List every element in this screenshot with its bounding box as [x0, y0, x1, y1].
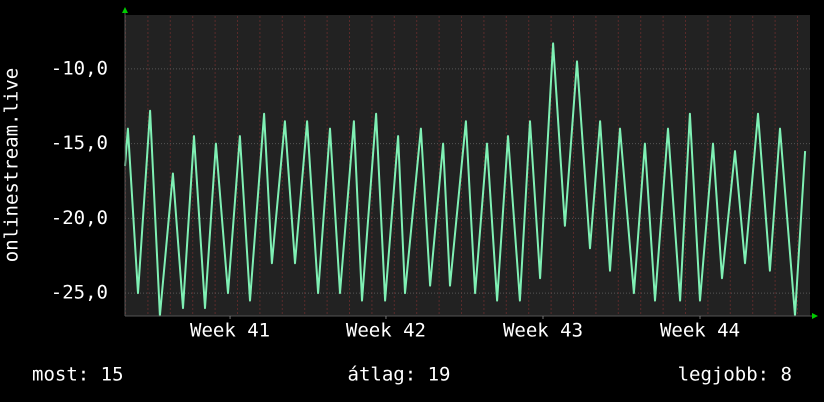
- stat: átlag: 19: [348, 364, 451, 386]
- x-tick-label: Week 42: [346, 320, 426, 342]
- series-line: [124, 42, 807, 317]
- y-arrow: [122, 7, 128, 13]
- x-arrow: [812, 313, 818, 319]
- stat: legjobb: 8: [678, 364, 792, 386]
- y-axis-label: onlinestream.live: [1, 68, 23, 262]
- x-tick-label: Week 44: [660, 320, 740, 342]
- stat: most: 15: [32, 364, 124, 386]
- x-tick-label: Week 43: [503, 320, 583, 342]
- y-tick-label: -10,0: [51, 57, 108, 79]
- x-tick-label: Week 41: [190, 320, 270, 342]
- y-tick-label: -20,0: [51, 207, 108, 229]
- y-tick-label: -15,0: [51, 132, 108, 154]
- y-tick-label: -25,0: [51, 282, 108, 304]
